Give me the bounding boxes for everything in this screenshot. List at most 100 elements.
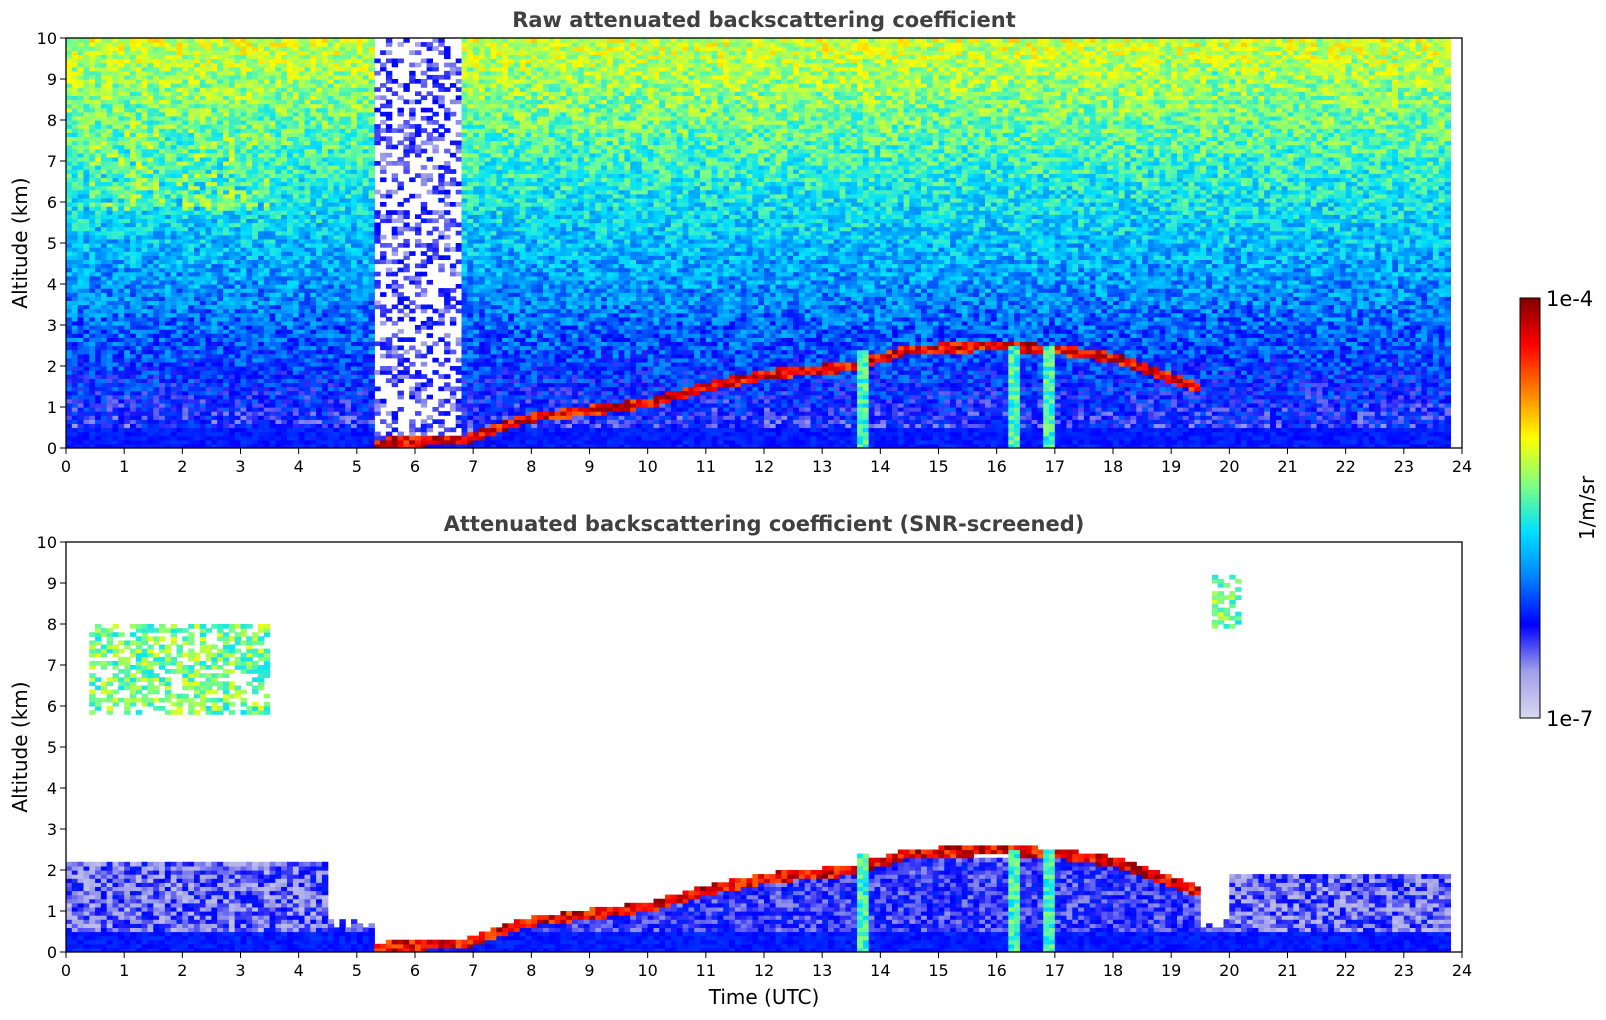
- heatmap-cell: [142, 169, 148, 174]
- heatmap-cell: [72, 436, 78, 441]
- heatmap-cell: [130, 272, 136, 277]
- heatmap-cell: [147, 71, 153, 76]
- heatmap-cell: [142, 91, 148, 96]
- heatmap-cell: [171, 75, 177, 80]
- heatmap-cell: [66, 206, 72, 211]
- heatmap-cell: [159, 173, 165, 178]
- heatmap-cell: [147, 120, 153, 125]
- heatmap-cell: [136, 42, 142, 47]
- heatmap-cell: [118, 305, 124, 310]
- heatmap-cell: [89, 132, 95, 137]
- heatmap-cell: [118, 50, 124, 55]
- heatmap-cell: [153, 128, 159, 133]
- heatmap-cell: [78, 415, 84, 420]
- heatmap-cell: [66, 169, 72, 174]
- heatmap-cell: [107, 206, 113, 211]
- heatmap-cell: [124, 149, 130, 154]
- heatmap-cell: [136, 112, 142, 117]
- heatmap-cell: [165, 317, 171, 322]
- heatmap-cell: [118, 42, 124, 47]
- heatmap-cell: [159, 169, 165, 174]
- heatmap-cell: [153, 46, 159, 51]
- heatmap-cell: [113, 227, 119, 232]
- heatmap-cell: [66, 350, 72, 355]
- heatmap-cell: [142, 362, 148, 367]
- heatmap-cell: [84, 387, 90, 392]
- heatmap-cell: [118, 75, 124, 80]
- heatmap-cell: [124, 136, 130, 141]
- heatmap-cell: [78, 432, 84, 437]
- heatmap-cell: [153, 202, 159, 207]
- heatmap-cell: [177, 157, 183, 162]
- heatmap-cell: [66, 120, 72, 125]
- heatmap-cell: [107, 436, 113, 441]
- heatmap-cell: [142, 202, 148, 207]
- heatmap-cell: [147, 362, 153, 367]
- heatmap-cell: [171, 358, 177, 363]
- heatmap-cell: [107, 71, 113, 76]
- heatmap-cell: [118, 300, 124, 305]
- heatmap-cell: [78, 362, 84, 367]
- heatmap-cell: [101, 186, 107, 191]
- heatmap-cell: [147, 124, 153, 129]
- heatmap-cell: [136, 309, 142, 314]
- heatmap-cell: [89, 149, 95, 154]
- heatmap-cell: [142, 214, 148, 219]
- heatmap-cell: [101, 251, 107, 256]
- heatmap-cell: [107, 366, 113, 371]
- heatmap-cell: [78, 243, 84, 248]
- heatmap-cell: [130, 182, 136, 187]
- heatmap-cell: [66, 337, 72, 342]
- heatmap-cell: [124, 276, 130, 281]
- heatmap-cell: [118, 218, 124, 223]
- heatmap-cell: [107, 350, 113, 355]
- heatmap-cell: [165, 206, 171, 211]
- heatmap-cell: [95, 276, 101, 281]
- heatmap-cell: [142, 391, 148, 396]
- heatmap-cell: [153, 370, 159, 375]
- heatmap-cell: [95, 288, 101, 293]
- heatmap-cell: [107, 440, 113, 445]
- heatmap-cell: [130, 370, 136, 375]
- heatmap-cell: [78, 177, 84, 182]
- heatmap-cell: [113, 358, 119, 363]
- heatmap-cell: [95, 403, 101, 408]
- heatmap-cell: [177, 251, 183, 256]
- heatmap-cell: [84, 227, 90, 232]
- heatmap-cell: [113, 161, 119, 166]
- heatmap-cell: [107, 50, 113, 55]
- heatmap-cell: [107, 59, 113, 64]
- heatmap-cell: [159, 305, 165, 310]
- heatmap-cell: [118, 59, 124, 64]
- heatmap-cell: [101, 100, 107, 105]
- heatmap-cell: [84, 95, 90, 100]
- heatmap-cell: [101, 313, 107, 318]
- heatmap-cell: [177, 337, 183, 342]
- heatmap-cell: [113, 186, 119, 191]
- heatmap-cell: [153, 206, 159, 211]
- heatmap-cell: [124, 346, 130, 351]
- heatmap-cell: [101, 104, 107, 109]
- heatmap-cell: [153, 190, 159, 195]
- heatmap-cell: [165, 387, 171, 392]
- heatmap-cell: [66, 54, 72, 59]
- heatmap-cell: [72, 440, 78, 445]
- heatmap-cell: [78, 54, 84, 59]
- heatmap-cell: [78, 231, 84, 236]
- heatmap-cell: [101, 325, 107, 330]
- heatmap-cell: [171, 362, 177, 367]
- heatmap-cell: [95, 75, 101, 80]
- heatmap-cell: [136, 264, 142, 269]
- heatmap-cell: [66, 387, 72, 392]
- heatmap-cell: [130, 79, 136, 84]
- heatmap-cell: [136, 173, 142, 178]
- heatmap-cell: [165, 436, 171, 441]
- heatmap-cell: [130, 198, 136, 203]
- heatmap-cell: [171, 38, 177, 43]
- heatmap-cell: [130, 329, 136, 334]
- heatmap-cell: [159, 284, 165, 289]
- heatmap-cell: [171, 79, 177, 84]
- heatmap-cell: [171, 272, 177, 277]
- heatmap-cell: [107, 67, 113, 72]
- heatmap-cell: [113, 432, 119, 437]
